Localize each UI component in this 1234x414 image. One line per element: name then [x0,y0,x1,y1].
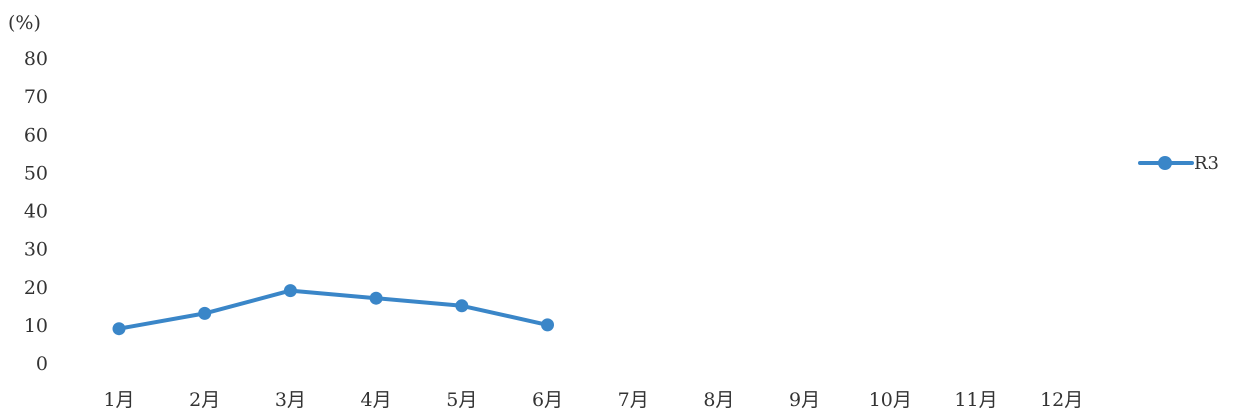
y-tick-label: 60 [24,124,48,146]
legend: R3 [1138,153,1219,174]
data-point [369,291,383,305]
y-tick-label: 0 [36,353,48,375]
x-tick-label: 8月 [703,389,734,411]
series-line-r3 [117,288,550,331]
x-tick-label: 2月 [189,389,220,411]
x-tick-label: 9月 [789,389,820,411]
y-tick-label: 20 [24,277,48,299]
x-tick-label: 6月 [532,389,563,411]
data-point [283,284,297,298]
data-point [112,322,126,336]
y-tick-label: 10 [24,315,48,337]
y-tick-label: 80 [24,48,48,70]
y-tick-label: 30 [24,239,48,261]
x-tick-label: 11月 [954,389,997,411]
y-axis-unit-label: (%) [8,12,41,34]
y-tick-label: 50 [24,162,48,184]
legend-swatch-marker [1158,156,1172,170]
x-axis: 1月 2月 3月 4月 5月 6月 7月 8月 9月 10月 11月 12月 [103,389,1083,411]
x-tick-label: 10月 [869,389,912,411]
x-tick-label: 3月 [275,389,306,411]
data-point [455,299,469,313]
x-tick-label: 7月 [618,389,649,411]
x-tick-label: 12月 [1040,389,1083,411]
legend-label: R3 [1194,153,1219,174]
series-layer [112,284,554,336]
y-tick-label: 70 [24,86,48,108]
y-axis: 0 10 20 30 40 50 60 70 80 [24,48,48,375]
x-tick-label: 4月 [361,389,392,411]
x-tick-label: 1月 [103,389,134,411]
data-point [541,318,554,332]
y-tick-label: 40 [24,201,48,223]
x-tick-label: 5月 [446,389,477,411]
data-point [198,306,212,320]
